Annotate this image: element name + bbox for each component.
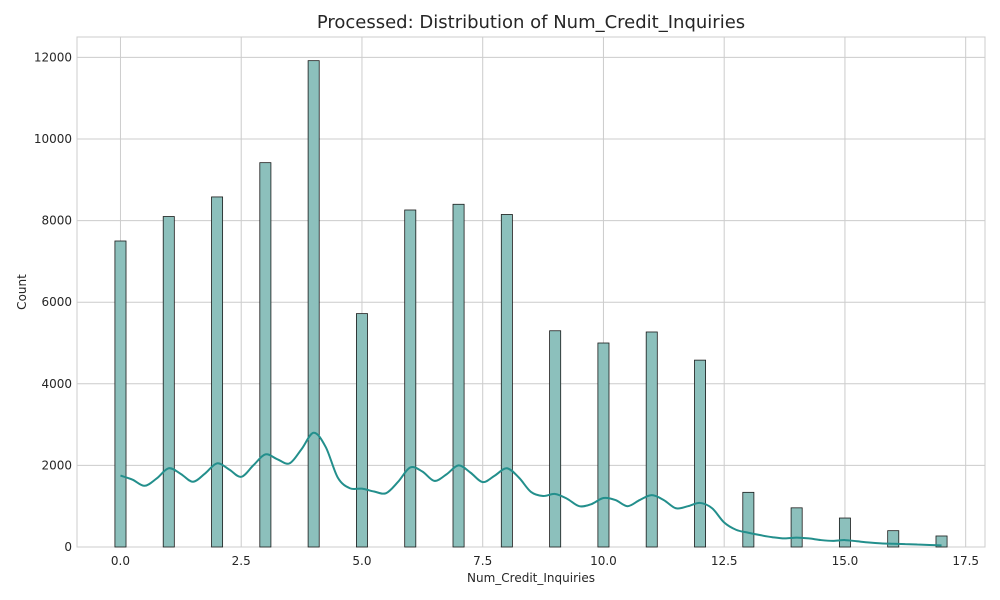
y-axis-label: Count: [15, 274, 29, 310]
histogram-bar: [452, 203, 465, 548]
y-tick-label: 8000: [41, 214, 72, 228]
y-tick-labels: 0 2000 4000 6000 8000 10000 12000: [34, 50, 72, 554]
y-tick-label: 4000: [41, 377, 72, 391]
histogram-bar: [549, 330, 562, 548]
histogram-bar: [500, 214, 513, 548]
histogram-bar: [935, 535, 948, 548]
histogram-bar: [259, 162, 272, 548]
plot-frame: [76, 36, 986, 548]
histogram-bars: [114, 60, 948, 548]
chart-title: Processed: Distribution of Num_Credit_In…: [317, 12, 745, 33]
x-tick-labels: 0.0 2.5 5.0 7.5 10.0 12.5 15.0 17.5: [111, 554, 979, 568]
x-tick-label: 0.0: [111, 554, 130, 568]
histogram-bar: [597, 342, 610, 548]
histogram-bar: [211, 196, 224, 548]
grid-lines: [76, 36, 986, 548]
histogram-bar: [790, 507, 803, 548]
histogram-bar: [694, 359, 706, 548]
histogram-bar: [356, 313, 368, 548]
x-axis-label: Num_Credit_Inquiries: [467, 571, 595, 585]
histogram-bar: [742, 491, 755, 548]
y-tick-label: 6000: [41, 295, 72, 309]
kde-curve: [120, 431, 942, 547]
histogram-bar: [838, 517, 851, 548]
x-tick-label: 15.0: [832, 554, 859, 568]
histogram-bar: [404, 209, 417, 548]
y-tick-label: 2000: [41, 458, 72, 472]
x-tick-label: 17.5: [952, 554, 979, 568]
x-tick-label: 10.0: [590, 554, 617, 568]
histogram-bar: [307, 60, 320, 548]
y-tick-label: 0: [64, 540, 72, 554]
x-tick-label: 7.5: [473, 554, 492, 568]
histogram-bar: [162, 216, 175, 548]
x-tick-label: 12.5: [711, 554, 738, 568]
x-tick-label: 2.5: [232, 554, 251, 568]
x-tick-label: 5.0: [352, 554, 371, 568]
histogram-bar: [114, 240, 127, 548]
y-tick-label: 10000: [34, 132, 72, 146]
y-tick-label: 12000: [34, 50, 72, 64]
histogram-bar: [887, 530, 900, 548]
histogram-bar: [645, 331, 658, 548]
